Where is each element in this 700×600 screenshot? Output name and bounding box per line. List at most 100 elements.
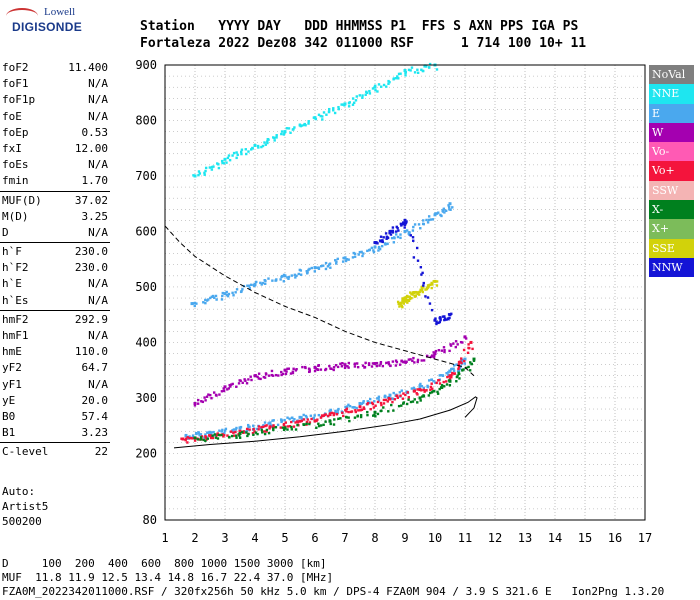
trace-point <box>234 430 237 434</box>
trace-point <box>207 393 210 396</box>
trace-point <box>294 421 297 424</box>
trace-point <box>329 266 332 269</box>
trace-point <box>249 375 252 378</box>
trace-point <box>466 351 470 355</box>
trace-point <box>198 433 201 437</box>
trace-point <box>399 236 402 240</box>
trace-point <box>279 426 282 429</box>
trace-point <box>418 396 422 400</box>
trace-point <box>268 427 271 430</box>
trace-point <box>246 284 249 287</box>
trace-point <box>409 234 412 237</box>
trace-point <box>283 418 286 422</box>
trace-point <box>404 393 407 397</box>
trace-point <box>252 424 255 427</box>
trace-point <box>449 343 452 346</box>
trace-point <box>259 377 262 381</box>
x-tick-label: 13 <box>518 531 532 545</box>
param-label: M(D) <box>2 209 29 223</box>
trace-point <box>351 103 355 106</box>
trace-point <box>390 236 394 240</box>
trace-point <box>259 281 262 285</box>
trace-point <box>389 233 393 236</box>
trace-point <box>402 392 405 395</box>
trace-point <box>212 430 215 434</box>
trace-point <box>410 296 413 300</box>
trace-point <box>267 431 271 435</box>
trace-point <box>247 432 250 436</box>
trace-point <box>274 426 278 429</box>
trace-point <box>407 299 411 303</box>
trace-point <box>193 174 197 178</box>
trace-point <box>235 436 238 439</box>
chart-grid <box>164 64 646 520</box>
trace-point <box>411 293 414 296</box>
trace-point <box>282 428 286 432</box>
trace-point <box>265 430 268 433</box>
trace-point <box>243 430 247 433</box>
param-label: h`Es <box>2 293 29 307</box>
trace-point <box>353 365 357 368</box>
trace-point <box>366 401 370 405</box>
trace-point <box>427 379 431 382</box>
trace-point <box>437 211 440 214</box>
trace-point <box>218 393 221 396</box>
trace-point <box>235 288 239 291</box>
param-row: foE N/A <box>0 109 110 125</box>
trace-point <box>346 365 349 368</box>
trace-x- <box>193 357 476 443</box>
trace-point <box>368 397 372 401</box>
trace-point <box>238 379 241 382</box>
trace-point <box>336 409 340 412</box>
trace-point <box>297 272 300 276</box>
trace-point <box>394 77 398 80</box>
trace-point <box>396 394 399 397</box>
trace-point <box>374 89 377 92</box>
trace-point <box>334 259 337 262</box>
trace-point <box>412 225 415 229</box>
trace-point <box>256 375 259 379</box>
ionospheric-parameters-panel: foF2 11.400 foF1 N/A foF1p N/A foE N/A foEp 0.53 f… <box>0 60 110 461</box>
trace-point <box>205 395 209 398</box>
param-value: N/A <box>88 109 108 123</box>
trace-point <box>203 171 206 175</box>
trace-point <box>261 144 265 148</box>
trace-point <box>434 349 438 353</box>
trace-point <box>227 292 231 296</box>
trace-point <box>315 426 318 429</box>
trace-point <box>406 295 409 298</box>
trace-point <box>236 153 239 157</box>
param-value: 3.25 <box>81 209 109 223</box>
trace-point <box>181 437 185 441</box>
trace-point <box>454 340 458 343</box>
trace-point <box>247 378 250 381</box>
trace-point <box>335 260 338 263</box>
trace-point <box>420 289 424 292</box>
x-tick-label: 16 <box>608 531 622 545</box>
trace-point <box>284 372 288 376</box>
auto-label: Auto: <box>2 485 36 498</box>
trace-point <box>334 262 338 265</box>
trace-point <box>303 123 306 127</box>
param-value: N/A <box>88 277 108 291</box>
trace-point <box>402 221 405 224</box>
trace-point <box>238 426 242 430</box>
trace-point <box>313 116 317 120</box>
trace-point <box>388 393 392 397</box>
trace-point <box>347 416 350 419</box>
trace-point <box>465 366 468 370</box>
trace-point <box>232 431 235 434</box>
trace-point <box>238 431 242 435</box>
trace-point <box>225 293 229 297</box>
trace-point <box>417 293 421 296</box>
trace-point <box>209 296 212 300</box>
trace-point <box>223 292 227 296</box>
trace-point <box>262 424 265 427</box>
trace-point <box>283 130 287 134</box>
trace-point <box>316 368 320 372</box>
trace-point <box>201 400 205 404</box>
param-separator <box>0 442 110 444</box>
trace-point <box>257 425 261 428</box>
trace-point <box>386 400 389 403</box>
trace-point <box>247 150 250 153</box>
